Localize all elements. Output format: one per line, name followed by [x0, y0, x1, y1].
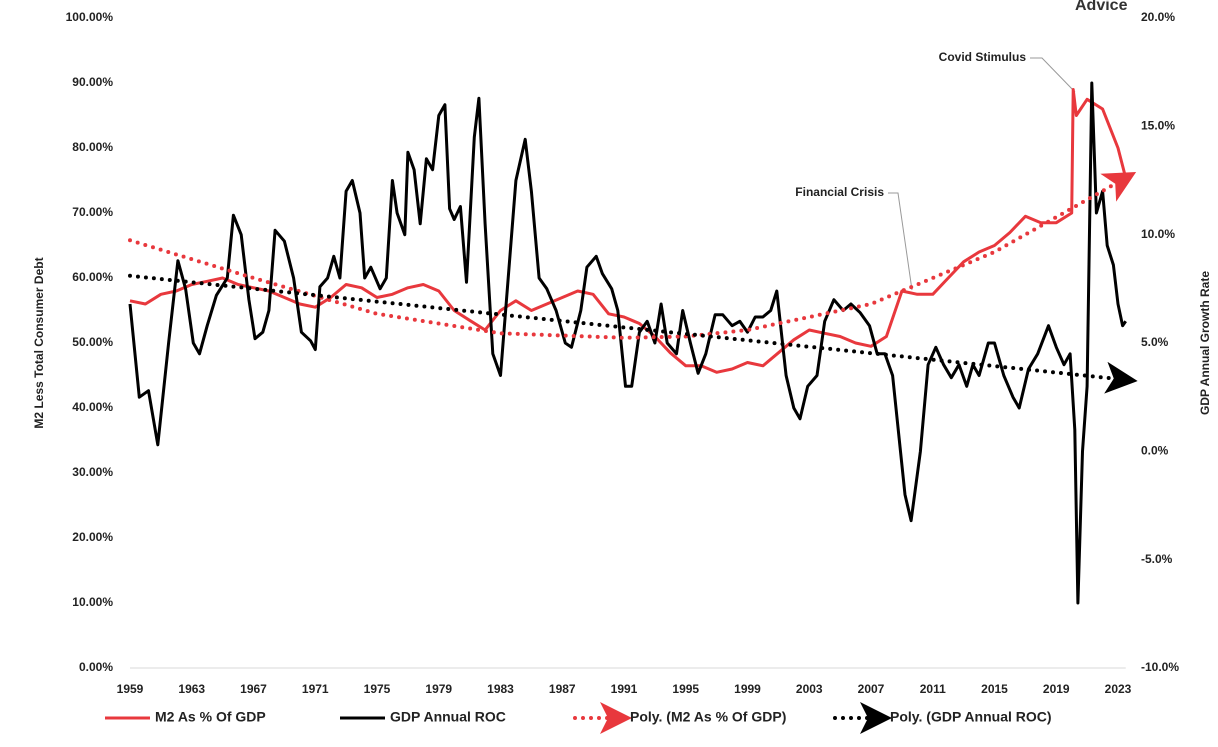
trend-line	[128, 273, 1138, 394]
x-tick-label: 1983	[487, 682, 514, 696]
data-line	[129, 88, 1128, 374]
y-tick-label: 10.00%	[72, 595, 113, 609]
y2-tick-label: -5.0%	[1141, 552, 1173, 566]
x-tick-label: 2023	[1105, 682, 1132, 696]
annotation-leader	[1030, 57, 1076, 93]
x-tick-label: 2019	[1043, 682, 1070, 696]
y-tick-label: 0.00%	[79, 660, 113, 674]
y-tick-label: 80.00%	[72, 140, 113, 154]
y-tick-label: 70.00%	[72, 205, 113, 219]
x-tick-label: 1979	[425, 682, 452, 696]
x-tick-label: 2011	[920, 682, 946, 696]
annotation: Covid Stimulus	[939, 50, 1027, 64]
legend-label: Poly. (GDP Annual ROC)	[890, 709, 1052, 725]
y2-axis-label: GDP Annual Growth Rate	[1198, 271, 1212, 415]
x-tick-label: 2015	[981, 682, 1008, 696]
annotation-leader	[888, 192, 913, 291]
annotation: Financial Crisis	[795, 185, 884, 199]
y2-tick-label: 20.0%	[1141, 10, 1175, 24]
y-tick-label: 100.00%	[66, 10, 114, 24]
x-tick-label: 1999	[734, 682, 761, 696]
x-tick-label: 1967	[240, 682, 267, 696]
y2-tick-label: 15.0%	[1141, 119, 1175, 133]
x-tick-label: 1995	[672, 682, 699, 696]
x-tick-label: 2003	[796, 682, 823, 696]
x-tick-label: 1975	[364, 682, 391, 696]
y2-tick-label: 0.0%	[1141, 444, 1169, 458]
y-tick-label: 50.00%	[72, 335, 113, 349]
legend-label: GDP Annual ROC	[390, 709, 506, 725]
y-tick-label: 60.00%	[72, 270, 113, 284]
legend-label: M2 As % Of GDP	[155, 709, 266, 725]
y-axis-label: M2 Less Total Consumer Debt	[32, 257, 46, 428]
y2-tick-label: 10.0%	[1141, 227, 1175, 241]
y-tick-label: 30.00%	[72, 465, 113, 479]
x-tick-label: 2007	[858, 682, 885, 696]
y-tick-label: 90.00%	[72, 75, 113, 89]
y2-tick-label: -10.0%	[1141, 660, 1179, 674]
trend-line	[128, 171, 1137, 340]
legend-label: Poly. (M2 As % Of GDP)	[630, 709, 786, 725]
x-tick-label: 1959	[117, 682, 144, 696]
logo-text: Advice	[1075, 0, 1128, 14]
x-tick-label: 1987	[549, 682, 576, 696]
y2-tick-label: 5.0%	[1141, 335, 1169, 349]
x-tick-label: 1991	[611, 682, 638, 696]
y-tick-label: 20.00%	[72, 530, 113, 544]
y-tick-label: 40.00%	[72, 400, 113, 414]
x-tick-label: 1971	[302, 682, 329, 696]
data-line	[128, 81, 1127, 605]
x-tick-label: 1963	[178, 682, 205, 696]
